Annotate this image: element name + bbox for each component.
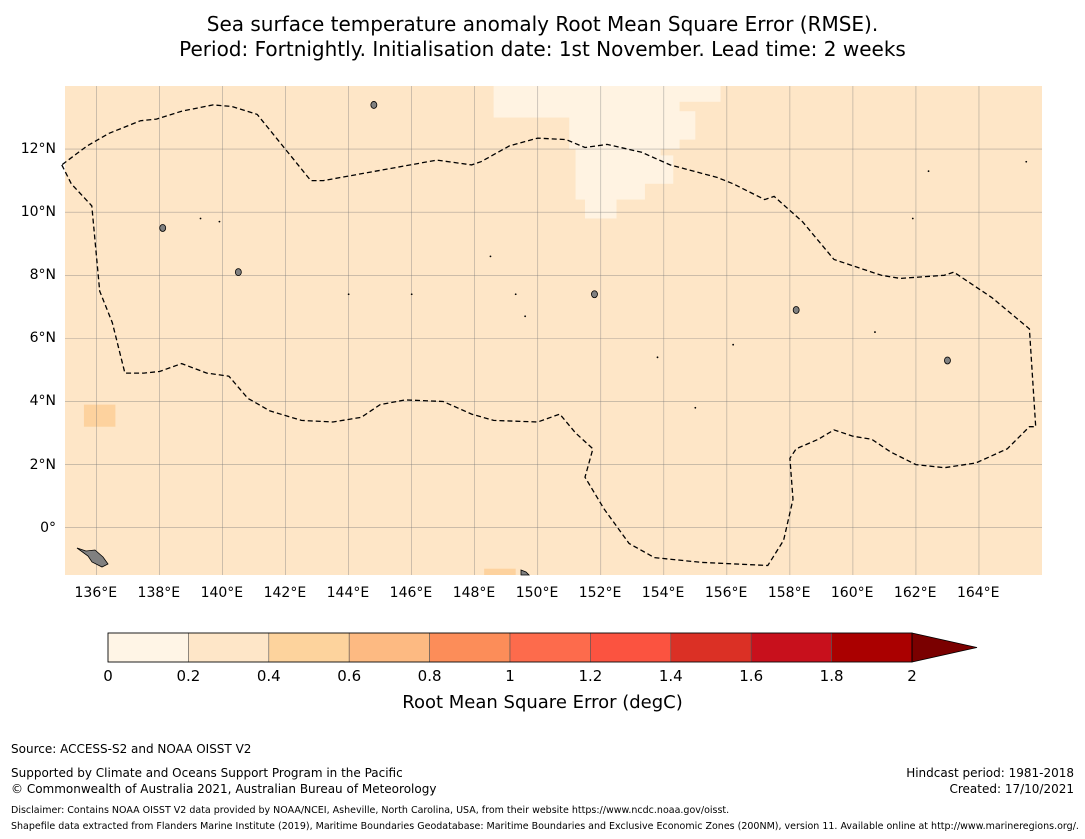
island-speck-12 — [199, 217, 202, 220]
land-0 — [370, 101, 378, 109]
x-tick-label: 136°E — [74, 585, 118, 601]
colorbar-tick-label: 1.6 — [739, 667, 764, 685]
eez-boundary-line — [61, 104, 1037, 567]
x-tick-label: 146°E — [389, 585, 433, 601]
x-tick-label: 152°E — [578, 585, 622, 601]
hindcast-period-text: Hindcast period: 1981-2018 — [906, 766, 1074, 780]
island-speck-6 — [874, 331, 876, 333]
y-tick-label: 8°N — [29, 267, 56, 284]
x-tick-label: 154°E — [641, 585, 685, 601]
colorbar-bin-3 — [348, 632, 430, 663]
colorbar-tick-label: 1 — [505, 667, 515, 685]
colorbar-bin-0 — [107, 632, 189, 663]
island-speck-9 — [1025, 160, 1028, 163]
x-tick-label: 150°E — [515, 585, 559, 601]
x-tick-label: 140°E — [200, 585, 244, 601]
colorbar-bin-2 — [268, 632, 350, 663]
colorbar-tick-label: 0.4 — [256, 667, 281, 685]
colorbar-label: Root Mean Square Error (degC) — [402, 692, 683, 713]
island-speck-7 — [911, 217, 914, 220]
x-tick-label: 142°E — [263, 585, 307, 601]
map-figure — [61, 86, 1042, 663]
colorbar-extend-arrow — [911, 632, 978, 663]
colorbar-bin-6 — [590, 632, 672, 663]
land-5 — [234, 268, 242, 277]
island-speck-8 — [927, 170, 930, 173]
copyright-text: © Commonwealth of Australia 2021, Austra… — [11, 782, 437, 796]
rmse-patch-1 — [83, 404, 116, 427]
colorbar-tick-label: 1.4 — [658, 667, 683, 685]
colorbar-bin-8 — [750, 632, 832, 663]
colorbar-tick-label: 0.6 — [337, 667, 362, 685]
created-date-text: Created: 17/10/2021 — [949, 782, 1074, 796]
island-speck-10 — [410, 293, 413, 296]
x-tick-label: 160°E — [830, 585, 874, 601]
island-speck-1 — [514, 293, 517, 296]
land-4 — [944, 356, 951, 365]
y-tick-label: 2°N — [29, 456, 56, 473]
land-bottom-middle — [520, 569, 530, 576]
low-rmse-patch-0-1 — [531, 86, 721, 102]
island-speck-4 — [694, 406, 697, 409]
land-1 — [159, 224, 167, 232]
colorbar-bin-9 — [831, 632, 913, 663]
x-tick-label: 156°E — [704, 585, 748, 601]
colorbar-tick-label: 1.8 — [819, 667, 844, 685]
colorbar-bin-4 — [429, 632, 511, 663]
y-tick-label: 4°N — [29, 393, 56, 410]
colorbar-tick-label: 2 — [907, 667, 917, 685]
y-tick-label: 10°N — [20, 204, 56, 221]
chart-title-line1: Sea surface temperature anomaly Root Mea… — [206, 12, 879, 36]
colorbar-bin-1 — [188, 632, 270, 663]
x-tick-label: 138°E — [137, 585, 181, 601]
x-tick-label: 144°E — [326, 585, 370, 601]
colorbar-bin-7 — [670, 632, 752, 663]
land-bottom-left — [76, 547, 109, 568]
island-speck-0 — [489, 255, 492, 258]
island-speck-5 — [732, 343, 735, 346]
colorbar-outline — [107, 632, 913, 663]
colorbar-tick-label: 0.2 — [176, 667, 201, 685]
x-tick-label: 158°E — [767, 585, 811, 601]
colorbar-tick-label: 1.2 — [578, 667, 603, 685]
y-tick-label: 0° — [40, 519, 56, 536]
land-3 — [792, 306, 800, 314]
colorbar-bin-5 — [509, 632, 591, 663]
island-speck-11 — [347, 293, 350, 296]
source-text: Source: ACCESS-S2 and NOAA OISST V2 — [11, 742, 252, 756]
support-text: Supported by Climate and Oceans Support … — [11, 766, 403, 780]
colorbar-tick-label: 0 — [103, 667, 113, 685]
island-speck-13 — [218, 220, 221, 223]
low-rmse-patch-0-6 — [638, 155, 674, 184]
y-tick-label: 6°N — [29, 330, 56, 347]
y-tick-label: 12°N — [20, 141, 56, 158]
island-speck-2 — [524, 315, 527, 318]
chart-title-line2: Period: Fortnightly. Initialisation date… — [179, 37, 906, 61]
shapefile-text: Shapefile data extracted from Flanders M… — [11, 821, 1079, 832]
x-tick-label: 164°E — [956, 585, 1000, 601]
land-2 — [591, 290, 598, 299]
x-tick-label: 148°E — [452, 585, 496, 601]
colorbar-tick-label: 0.8 — [417, 667, 442, 685]
map-background-field — [65, 86, 1042, 575]
rmse-patch-2 — [484, 568, 516, 575]
island-speck-3 — [656, 356, 659, 359]
x-tick-label: 162°E — [893, 585, 937, 601]
low-rmse-patch-0-7 — [648, 111, 696, 140]
disclaimer-text: Disclaimer: Contains NOAA OISST V2 data … — [11, 805, 730, 816]
